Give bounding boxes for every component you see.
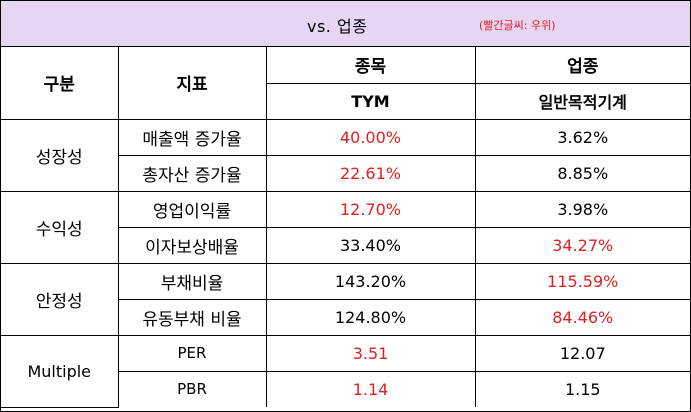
subheader-row: TYM 일반목적기계: [1, 82, 690, 120]
industry-value-cell: 12.07: [474, 334, 690, 372]
industry-value-cell: 115.59%: [474, 262, 690, 300]
stock-header: 종목: [265, 47, 476, 84]
industry-name: 일반목적기계: [474, 82, 690, 120]
stock-value-cell: 143.20%: [265, 262, 476, 300]
table-row: PBR 1.14 1.15: [1, 370, 690, 407]
metric-header: 지표: [117, 47, 267, 120]
stock-value-cell: 40.00%: [265, 118, 476, 156]
header-row: 구분 지표 종목 업종: [1, 47, 690, 120]
metric-cell: PER: [117, 334, 267, 372]
metric-cell: 매출액 증가율: [117, 118, 267, 156]
page-title: vs. 업종: [307, 17, 368, 36]
industry-value-cell: 3.62%: [474, 118, 690, 156]
comparison-table: 구분 지표 종목 업종 TYM 일반목적기계 성장성 매출액 증가율 40.00% 3…: [1, 47, 690, 408]
industry-value-cell: 1.15: [474, 370, 690, 407]
metric-cell: 부채비율: [117, 262, 267, 300]
stock-value-cell: 124.80%: [265, 298, 476, 336]
category-header: 구분: [1, 47, 119, 120]
category-cell: 성장성: [1, 118, 119, 192]
metric-cell: 영업이익률: [117, 190, 267, 228]
table-row: 안정성 부채비율 143.20% 115.59%: [1, 262, 690, 336]
stock-value-cell: 22.61%: [265, 154, 476, 192]
industry-value-cell: 84.46%: [474, 298, 690, 336]
metric-cell: 유동부채 비율: [118, 298, 267, 336]
table-row: 성장성 매출액 증가율 40.00% 3.62%: [1, 118, 690, 192]
metric-cell: PBR: [118, 370, 267, 407]
table-row: 수익성 영업이익률 12.70% 3.98%: [1, 190, 690, 264]
stock-value-cell: 1.14: [265, 370, 476, 407]
stock-value-cell: 12.70%: [265, 190, 476, 228]
industry-value-cell: 3.98%: [474, 190, 690, 228]
category-cell: Multiple: [1, 334, 119, 408]
stock-name: TYM: [266, 82, 476, 120]
title-bar: vs. 업종 (빨간글씨: 우위): [1, 1, 690, 47]
metric-cell: 이자보상배율: [118, 226, 267, 264]
stock-value-cell: 3.51: [265, 334, 476, 372]
legend-note: (빨간글씨: 우위): [479, 19, 556, 32]
table-row: 총자산 증가율 22.61% 8.85%: [1, 154, 690, 192]
industry-value-cell: 8.85%: [474, 154, 690, 192]
metric-cell: 총자산 증가율: [118, 154, 267, 192]
stock-value-cell: 33.40%: [265, 226, 476, 264]
category-cell: 안정성: [1, 262, 119, 336]
category-cell: 수익성: [1, 190, 119, 264]
industry-value-cell: 34.27%: [474, 226, 690, 264]
table-row: Multiple PER 3.51 12.07: [1, 334, 690, 408]
industry-header: 업종: [474, 47, 690, 84]
